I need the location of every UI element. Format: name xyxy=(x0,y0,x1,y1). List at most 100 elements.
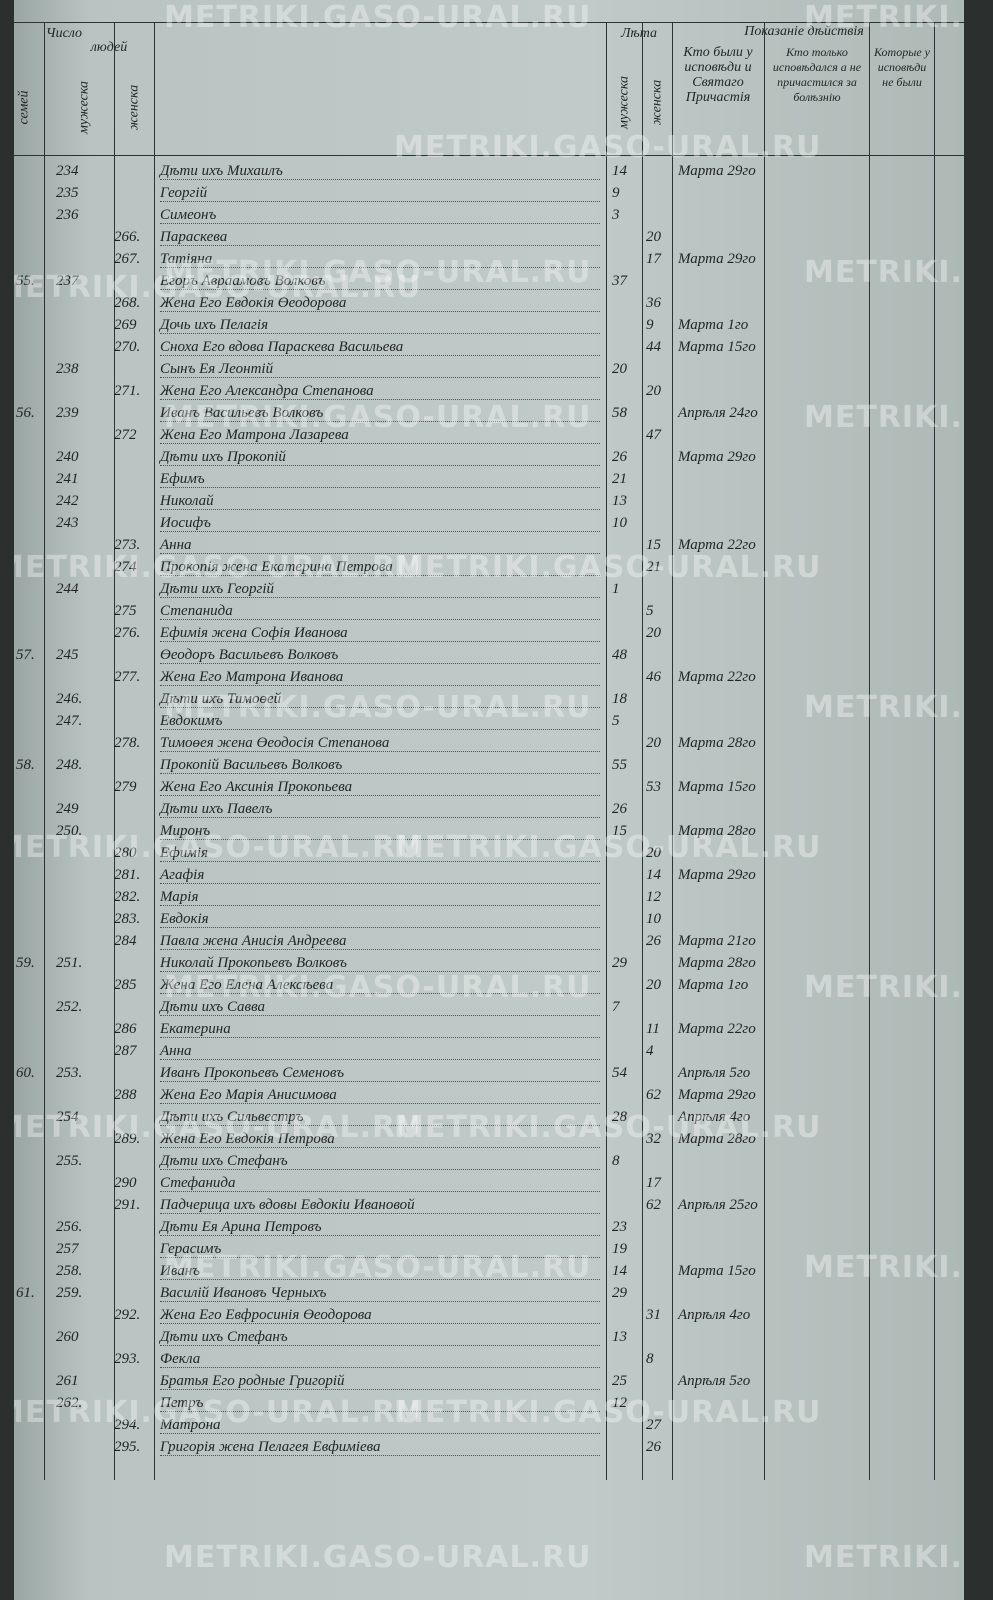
age-male: 48 xyxy=(612,647,627,663)
entry-name: Дѣти Ея Арина Петровъ xyxy=(160,1219,322,1235)
entry-name: Дѣти ихъ Стефанъ xyxy=(160,1153,288,1169)
communion-note: Марта 22го xyxy=(678,1021,756,1037)
watermark: METRIKI.GASO-URAL.RU xyxy=(804,690,964,725)
age-male: 58 xyxy=(612,405,627,421)
entry-name: Егоръ Авраамовъ Волковъ xyxy=(160,273,326,289)
entry-name: Дѣти ихъ Сильвестръ xyxy=(160,1109,304,1125)
age-female: 20 xyxy=(646,625,661,641)
communion-note: Апрѣля 5го xyxy=(678,1065,751,1081)
age-female: 47 xyxy=(646,427,661,443)
dotted-rule xyxy=(160,1081,600,1083)
entry-name: Екатерина xyxy=(160,1021,231,1037)
age-female: 17 xyxy=(646,251,661,267)
communion-note: Марта 22го xyxy=(678,537,756,553)
entry-name: Фекла xyxy=(160,1351,201,1367)
male-number: 258. xyxy=(56,1263,83,1279)
watermark: METRIKI.GASO-URAL.RU xyxy=(394,1395,822,1430)
entry-name: Николай xyxy=(160,493,214,509)
communion-note: Апрѣля 4го xyxy=(678,1307,751,1323)
ledger-sheet: Число людей семей мужеска женска Лѣта му… xyxy=(14,0,964,1600)
dotted-rule xyxy=(160,289,600,291)
dotted-rule xyxy=(160,773,600,775)
female-number: 283. xyxy=(114,911,141,927)
male-number: 234 xyxy=(56,163,79,179)
age-female: 27 xyxy=(646,1417,661,1433)
communion-note: Марта 28го xyxy=(678,1131,756,1147)
entry-name: Павла жена Анисія Андреева xyxy=(160,933,347,949)
header-number: Число xyxy=(45,26,83,41)
communion-note: Марта 29го xyxy=(678,1087,756,1103)
watermark: METRIKI.GASO-URAL.RU xyxy=(164,1250,592,1285)
dotted-rule xyxy=(160,575,600,577)
watermark: METRIKI.GASO-URAL.RU xyxy=(14,270,422,305)
age-female: 20 xyxy=(646,977,661,993)
header-remarks: Показаніе дѣйствія xyxy=(744,24,864,39)
dotted-rule xyxy=(160,1169,600,1171)
male-number: 247. xyxy=(56,713,83,729)
communion-note: Марта 29го xyxy=(678,449,756,465)
male-number: 248. xyxy=(56,757,83,773)
age-female: 21 xyxy=(646,559,661,575)
family-number: 59. xyxy=(16,955,35,971)
female-number: 272 xyxy=(114,427,137,443)
communion-note: Апрѣля 25го xyxy=(678,1197,758,1213)
entry-name: Параскева xyxy=(160,229,228,245)
rule xyxy=(606,22,607,1480)
header-female: женска xyxy=(126,84,142,131)
age-male: 5 xyxy=(612,713,620,729)
dotted-rule xyxy=(160,377,600,379)
female-number: 290 xyxy=(114,1175,137,1191)
male-number: 239 xyxy=(56,405,79,421)
communion-note: Марта 15го xyxy=(678,1263,756,1279)
age-male: 14 xyxy=(612,163,627,179)
entry-name: Иванъ xyxy=(160,1263,200,1279)
communion-note: Апрѣля 5го xyxy=(678,1373,751,1389)
communion-note: Марта 1го xyxy=(678,317,749,333)
entry-name: Прокопій Васильевъ Волковъ xyxy=(160,757,343,773)
entry-name: Дѣти ихъ Павелъ xyxy=(160,801,273,817)
dotted-rule xyxy=(160,333,600,335)
watermark: METRIKI.GASO-URAL.RU xyxy=(164,970,592,1005)
entry-name: Жена Его Аксинія Прокопьева xyxy=(160,779,353,795)
dotted-rule xyxy=(160,971,600,973)
entry-name: Иванъ Васильевъ Волковъ xyxy=(160,405,324,421)
dotted-rule xyxy=(160,179,600,181)
family-number: 58. xyxy=(16,757,35,773)
entry-name: Жена Его Евдокія Петрова xyxy=(160,1131,335,1147)
age-male: 20 xyxy=(612,361,627,377)
rule xyxy=(764,22,765,1480)
rule xyxy=(14,155,964,156)
age-male: 3 xyxy=(612,207,620,223)
dotted-rule xyxy=(160,839,600,841)
dotted-rule xyxy=(160,1279,600,1281)
female-number: 286 xyxy=(114,1021,137,1037)
age-female: 17 xyxy=(646,1175,661,1191)
entry-name: Георгій xyxy=(160,185,208,201)
entry-name: Анна xyxy=(160,537,192,553)
male-number: 257 xyxy=(56,1241,79,1257)
female-number: 271. xyxy=(114,383,141,399)
dotted-rule xyxy=(160,487,600,489)
entry-name: Сноха Его вдова Параскева Васильева xyxy=(160,339,404,355)
age-male: 18 xyxy=(612,691,627,707)
watermark: METRIKI.GASO-URAL.RU xyxy=(14,1395,422,1430)
age-female: 31 xyxy=(646,1307,661,1323)
age-male: 13 xyxy=(612,493,627,509)
dotted-rule xyxy=(160,1015,600,1017)
entry-name: Иванъ Прокопьевъ Семеновъ xyxy=(160,1065,344,1081)
dotted-rule xyxy=(160,1345,600,1347)
dotted-rule xyxy=(160,1257,600,1259)
age-female: 8 xyxy=(646,1351,654,1367)
age-male: 8 xyxy=(612,1153,620,1169)
male-number: 260 xyxy=(56,1329,79,1345)
dotted-rule xyxy=(160,421,600,423)
entry-name: Симеонъ xyxy=(160,207,217,223)
dotted-rule xyxy=(160,619,600,621)
entry-name: Ефимія xyxy=(160,845,209,861)
watermark: METRIKI.GASO-URAL.RU xyxy=(164,1540,592,1575)
dotted-rule xyxy=(160,1455,600,1457)
watermark: METRIKI.GASO-URAL.RU xyxy=(164,0,592,35)
family-number: 60. xyxy=(16,1065,35,1081)
male-number: 243 xyxy=(56,515,79,531)
female-number: 288 xyxy=(114,1087,137,1103)
